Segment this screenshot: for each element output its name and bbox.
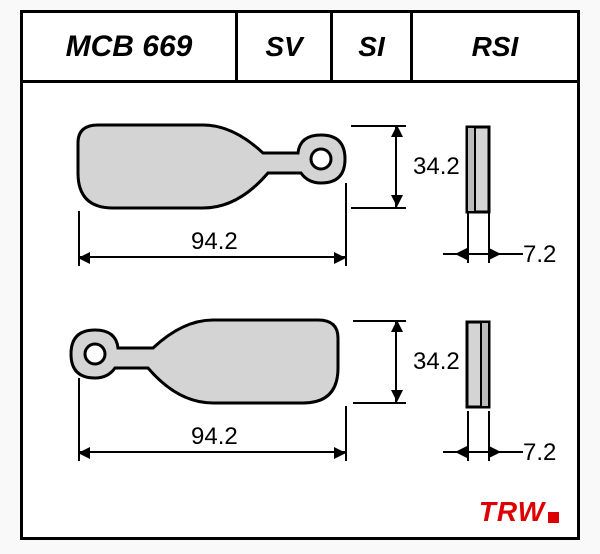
bottom-height-label: 34.2	[413, 348, 460, 376]
ext-line	[467, 213, 469, 263]
part-number-cell: MCB 669	[23, 13, 238, 80]
bottom-pad-front-view	[63, 308, 353, 418]
arrow-icon	[489, 446, 501, 458]
top-pad-side-view	[463, 125, 493, 215]
top-width-label: 94.2	[191, 228, 238, 256]
top-height-label: 34.2	[413, 153, 460, 181]
top-pad-front-view	[63, 113, 353, 223]
bottom-width-dim-line	[78, 451, 346, 453]
ext-line	[351, 207, 406, 209]
header-row: MCB 669 SV SI RSI	[23, 13, 577, 83]
top-width-dim-line	[78, 256, 346, 258]
top-thickness-label: 7.2	[523, 241, 556, 269]
brand-text: TRW	[479, 496, 545, 528]
ext-line	[353, 402, 406, 404]
arrow-icon	[489, 248, 501, 260]
arrow-icon	[455, 248, 467, 260]
diagram-body: 34.2 94.2 7.2 34.2	[23, 83, 577, 540]
arrow-icon	[455, 446, 467, 458]
compound-sv-cell: SV	[238, 13, 333, 80]
top-height-dim-line	[395, 125, 397, 207]
diagram-frame: MCB 669 SV SI RSI 34.2 94.2 7.2	[20, 10, 580, 540]
compound-si-cell: SI	[333, 13, 413, 80]
bottom-height-dim-line	[395, 320, 397, 402]
compound-rsi-cell: RSI	[413, 13, 577, 80]
bottom-thickness-label: 7.2	[523, 439, 556, 467]
brand-logo: TRW	[479, 496, 559, 528]
bottom-width-label: 94.2	[191, 423, 238, 451]
ext-line	[467, 411, 469, 461]
brand-dot-icon	[548, 512, 559, 523]
bottom-pad-side-view	[463, 320, 493, 410]
